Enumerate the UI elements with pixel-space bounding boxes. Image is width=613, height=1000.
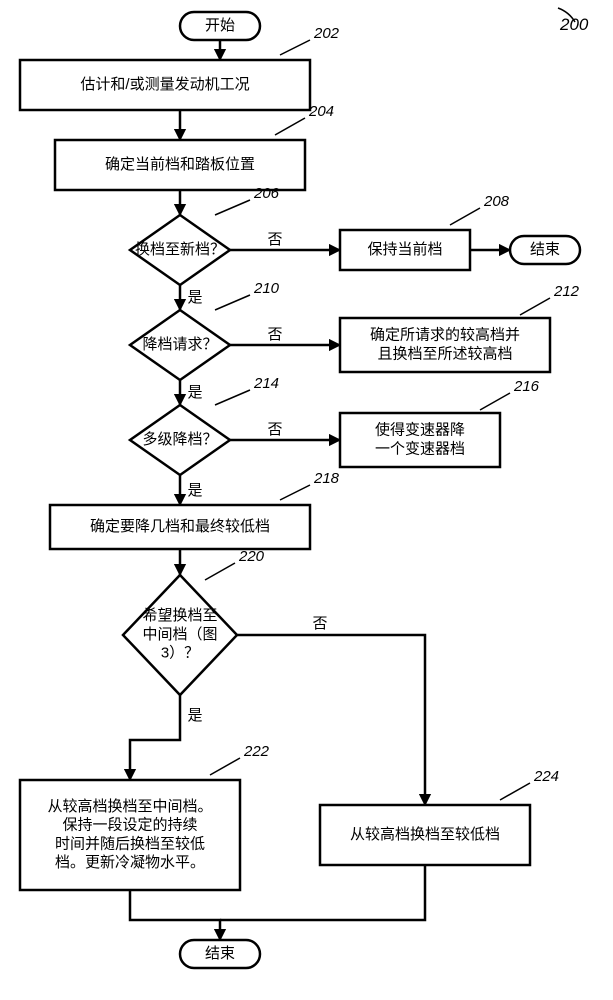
leader-line bbox=[450, 208, 480, 225]
edge-label: 否 bbox=[267, 231, 282, 248]
ref-label: 224 bbox=[533, 768, 559, 785]
ref-label: 212 bbox=[553, 283, 580, 300]
leader-line bbox=[275, 118, 305, 135]
leader-line bbox=[280, 40, 310, 55]
terminator-label: 开始 bbox=[205, 17, 235, 34]
decision-label: 多级降档？ bbox=[142, 431, 217, 448]
process-label: 确定要降几档和最终较低档 bbox=[90, 517, 270, 535]
process-label: 使得变速器降 bbox=[375, 422, 465, 439]
leader-line bbox=[280, 485, 310, 500]
decision-label: 中间档（图 bbox=[142, 626, 217, 643]
process-label: 从较高档换档至中间档。 bbox=[47, 797, 212, 815]
process-label: 估计和/或测量发动机工况 bbox=[80, 76, 249, 93]
ref-label: 216 bbox=[513, 378, 540, 395]
process-label: 且换档至所述较高档 bbox=[377, 344, 512, 362]
decision-label: 换档至新档？ bbox=[135, 241, 225, 258]
edge-label: 否 bbox=[312, 615, 327, 632]
figure-label: 200 bbox=[559, 15, 589, 34]
ref-label: 218 bbox=[313, 470, 340, 487]
leader-line bbox=[215, 390, 250, 405]
leader-line bbox=[520, 298, 550, 315]
edge bbox=[130, 890, 220, 940]
ref-label: 214 bbox=[253, 375, 279, 392]
process-label: 确定所请求的较高档并 bbox=[370, 326, 520, 344]
ref-label: 208 bbox=[483, 193, 510, 210]
ref-label: 206 bbox=[253, 185, 280, 202]
edge-label: 是 bbox=[187, 482, 202, 499]
process-label: 保持当前档 bbox=[367, 241, 442, 258]
ref-label: 202 bbox=[313, 25, 340, 42]
edge-label: 否 bbox=[267, 421, 282, 438]
ref-label: 222 bbox=[243, 743, 270, 760]
leader-line bbox=[210, 758, 240, 775]
decision-label: 希望换档至 bbox=[142, 607, 217, 624]
process-label: 保持一段设定的持续 bbox=[62, 817, 197, 834]
edge bbox=[237, 635, 425, 805]
process-label: 档。更新冷凝物水平。 bbox=[55, 854, 205, 871]
process-label: 确定当前档和踏板位置 bbox=[105, 155, 255, 173]
ref-label: 220 bbox=[238, 548, 265, 565]
leader-line bbox=[205, 563, 235, 580]
ref-label: 204 bbox=[308, 103, 334, 120]
leader-line bbox=[480, 393, 510, 410]
decision-label: 降档请求？ bbox=[142, 336, 217, 353]
edge bbox=[130, 695, 180, 780]
edge-label: 是 bbox=[187, 707, 202, 724]
leader-line bbox=[500, 783, 530, 800]
ref-label: 210 bbox=[253, 280, 280, 297]
leader-line bbox=[215, 200, 250, 215]
process-label: 一个变速器档 bbox=[375, 440, 465, 457]
flowchart: 否是否是否是否是开始估计和/或测量发动机工况202确定当前档和踏板位置204换档… bbox=[0, 0, 613, 1000]
edge-label: 是 bbox=[187, 384, 202, 401]
process-label: 从较高档换档至较低档 bbox=[350, 825, 500, 843]
leader-line bbox=[215, 295, 250, 310]
terminator-label: 结束 bbox=[530, 241, 560, 258]
edge-label: 否 bbox=[267, 326, 282, 343]
edge bbox=[220, 865, 425, 920]
decision-label: 3）？ bbox=[161, 645, 199, 662]
terminator-label: 结束 bbox=[205, 945, 235, 962]
edge-label: 是 bbox=[187, 289, 202, 306]
process-label: 时间并随后换档至较低 bbox=[55, 834, 205, 852]
